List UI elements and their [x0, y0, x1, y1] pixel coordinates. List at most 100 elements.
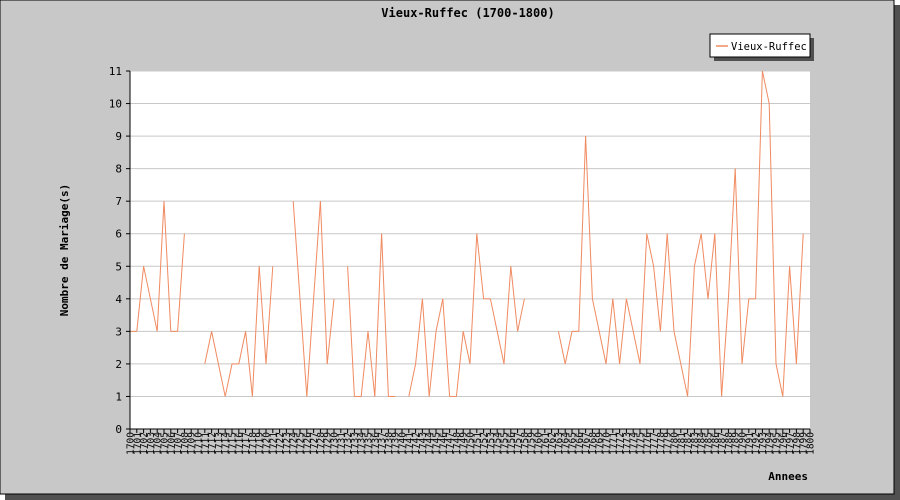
x-tick-label: 1758 — [520, 432, 531, 455]
x-tick-label: 1728 — [316, 432, 327, 455]
series-segment — [510, 266, 519, 332]
y-axis-label: Nombre de Mariage(s) — [58, 184, 71, 316]
y-axis-ticks: 0 1 2 3 4 5 6 7 8 9 10 11 — [109, 65, 130, 436]
x-tick-label: 1735 — [364, 432, 375, 455]
x-tick-label: 1764 — [561, 432, 572, 455]
y-tick-label: 5 — [115, 260, 122, 273]
series-segment — [591, 298, 600, 332]
x-tick-label: 1719 — [255, 432, 266, 455]
x-tick-label: 1748 — [452, 432, 463, 455]
y-tick-label: 6 — [115, 228, 122, 241]
series-segment — [659, 233, 668, 332]
series-segment — [496, 331, 505, 365]
series-segment — [632, 331, 641, 365]
series-segment — [639, 233, 648, 364]
x-tick-label: 1716 — [234, 432, 245, 455]
x-tick-label: 1771 — [608, 432, 619, 455]
series-segment — [517, 298, 525, 332]
x-tick-label: 1718 — [248, 432, 259, 455]
series-segment — [489, 298, 498, 332]
x-tick-label: 1710 — [194, 432, 205, 455]
series-segment — [204, 331, 213, 365]
series-segment — [625, 298, 634, 332]
y-tick-label: 0 — [115, 423, 122, 436]
x-tick-label: 1778 — [656, 432, 667, 455]
x-tick-label: 1757 — [513, 432, 524, 455]
series-segment — [707, 233, 716, 299]
x-tick-label: 1770 — [602, 432, 613, 455]
series-segment — [326, 298, 335, 364]
x-tick-label: 1729 — [323, 432, 334, 455]
x-tick-label: 1724 — [289, 432, 300, 455]
x-tick-label: 1730 — [330, 432, 341, 455]
y-tick-label: 9 — [115, 130, 122, 143]
x-tick-label: 1737 — [377, 432, 388, 455]
series-segment — [319, 201, 328, 364]
series-segment — [768, 103, 777, 364]
y-tick-label: 10 — [109, 98, 122, 111]
series-segment — [428, 331, 437, 397]
x-tick-label: 1744 — [425, 432, 436, 455]
series-segment — [666, 233, 675, 332]
series-segment — [789, 266, 797, 364]
x-tick-label: 1766 — [574, 432, 585, 455]
x-tick-label: 1717 — [241, 432, 252, 455]
x-tick-label: 1772 — [615, 432, 626, 455]
plot-area — [130, 71, 810, 429]
series-segment — [251, 266, 260, 397]
series-segment — [564, 331, 573, 365]
x-tick-label: 1731 — [336, 432, 347, 455]
x-tick-label: 1743 — [418, 432, 429, 455]
series-segment — [782, 266, 791, 397]
x-tick-label: 1762 — [547, 432, 558, 455]
series-lines — [130, 70, 804, 397]
series-segment — [238, 331, 247, 365]
x-tick-label: 1755 — [500, 432, 511, 455]
x-tick-label: 1736 — [370, 432, 381, 455]
x-tick-label: 1783 — [690, 432, 701, 455]
series-segment — [598, 331, 607, 365]
series-segment — [156, 201, 165, 332]
x-tick-label: 1776 — [642, 432, 653, 455]
series-segment — [381, 233, 389, 397]
series-segment — [476, 233, 485, 299]
x-tick-label: 1732 — [343, 432, 354, 455]
series-segment — [557, 331, 566, 365]
x-tick-label: 1750 — [466, 432, 477, 455]
series-segment — [408, 363, 417, 397]
x-tick-label: 1749 — [459, 432, 470, 455]
x-tick-label: 1701 — [132, 432, 143, 455]
series-segment — [761, 70, 770, 104]
x-tick-label: 1754 — [493, 432, 504, 455]
x-tick-label: 1779 — [663, 432, 674, 455]
x-tick-label: 1760 — [534, 432, 545, 455]
x-tick-label: 1768 — [588, 432, 599, 455]
series-segment — [143, 266, 151, 299]
x-axis-ticks: 1700170117021703170417051706170717081709… — [126, 429, 817, 455]
x-tick-label: 1775 — [636, 432, 647, 455]
x-tick-label: 1711 — [200, 432, 211, 455]
x-tick-label: 1792 — [751, 432, 762, 455]
x-tick-label: 1714 — [221, 432, 232, 455]
series-segment — [245, 331, 253, 397]
series-segment — [605, 298, 614, 364]
series-segment — [700, 233, 709, 299]
x-tick-label: 1704 — [153, 432, 164, 455]
x-tick-label: 1784 — [697, 432, 708, 455]
series-segment — [619, 298, 627, 364]
legend-label: Vieux-Ruffec — [731, 41, 807, 53]
series-segment — [680, 363, 689, 397]
series-segment — [217, 363, 226, 397]
x-tick-label: 1781 — [676, 432, 687, 455]
series-segment — [435, 298, 444, 332]
legend: Vieux-Ruffec — [709, 33, 814, 61]
series-segment — [367, 331, 376, 397]
x-tick-label: 1752 — [479, 432, 490, 455]
y-tick-label: 4 — [115, 293, 122, 306]
x-tick-label: 1723 — [282, 432, 293, 455]
x-tick-label: 1793 — [758, 432, 769, 455]
series-segment — [714, 233, 723, 397]
grid-lines — [130, 70, 810, 397]
series-segment — [265, 266, 274, 364]
series-segment — [503, 266, 512, 364]
